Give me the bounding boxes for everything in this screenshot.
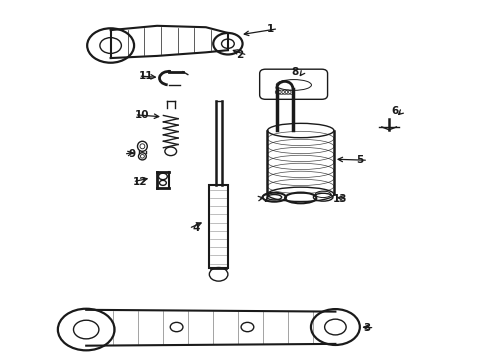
Text: 5: 5	[357, 155, 364, 165]
Text: 4: 4	[193, 224, 200, 233]
Text: 11: 11	[139, 71, 153, 81]
Text: 8: 8	[291, 67, 298, 77]
Text: 7: 7	[262, 194, 269, 204]
Text: 6: 6	[391, 106, 398, 116]
Text: 2: 2	[236, 50, 243, 60]
Text: 12: 12	[133, 177, 147, 187]
Text: 3: 3	[363, 323, 370, 333]
Text: 13: 13	[333, 194, 347, 204]
Text: 10: 10	[135, 110, 149, 120]
Text: 1: 1	[267, 24, 274, 34]
Text: 9: 9	[128, 149, 135, 159]
Bar	[209, 185, 228, 268]
